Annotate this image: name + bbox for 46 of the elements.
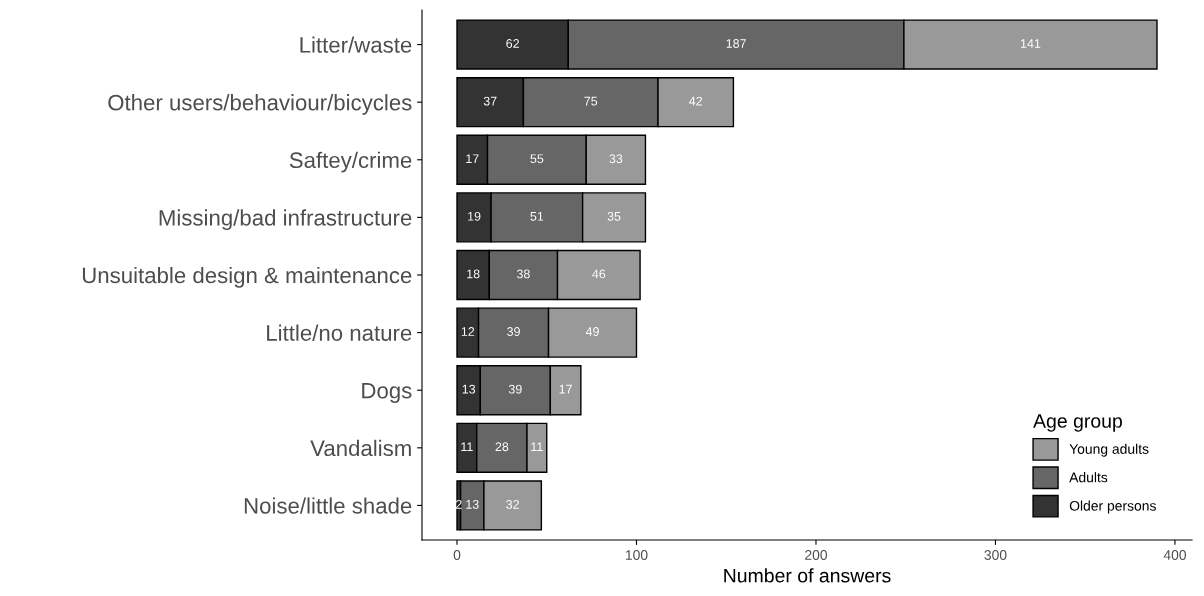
y-tick-label: Vandalism <box>310 439 411 457</box>
data-label: 19 <box>468 211 481 221</box>
data-label: 32 <box>506 499 519 509</box>
y-tick-label: Dogs <box>362 382 412 403</box>
y-tick-label: Missing/bad infrastructure <box>159 209 412 231</box>
x-tick-label: 400 <box>1163 550 1186 560</box>
data-label: 51 <box>530 212 544 221</box>
data-label: 11 <box>531 442 543 452</box>
y-tick-label: Saftey/crime <box>289 151 412 173</box>
data-label: 55 <box>530 154 544 164</box>
data-label: 37 <box>483 96 497 106</box>
legend-label: Adults <box>1069 472 1108 483</box>
x-axis-title: Number of answers <box>724 568 891 583</box>
legend-label: Older persons <box>1069 500 1156 514</box>
data-label: 39 <box>507 327 520 336</box>
legend-title: Age group <box>1033 414 1122 432</box>
data-label: 141 <box>1020 39 1041 48</box>
data-label: 17 <box>466 154 479 164</box>
x-tick-label: 200 <box>805 550 828 560</box>
y-tick-label: Noise/little shade <box>244 497 412 514</box>
data-label: 49 <box>585 327 599 336</box>
data-label: 11 <box>461 442 473 452</box>
y-tick-label: Other users/behaviour/bicycles <box>108 94 412 115</box>
data-label: 39 <box>508 384 522 394</box>
x-tick-label: 300 <box>984 550 1007 560</box>
data-label: 187 <box>726 39 746 48</box>
legend-label: Young adults <box>1069 443 1149 457</box>
data-label: 2 <box>455 499 462 509</box>
y-tick-label: Little/no nature <box>267 324 412 341</box>
data-label: 35 <box>607 211 621 221</box>
data-label: 46 <box>592 269 606 279</box>
x-tick-label: 100 <box>625 550 648 560</box>
data-label: 38 <box>516 269 530 279</box>
data-label: 18 <box>467 269 480 279</box>
x-tick-label: 0 <box>453 550 461 560</box>
data-label: 13 <box>462 384 476 394</box>
data-label: 17 <box>559 384 572 394</box>
data-label: 33 <box>609 154 623 164</box>
data-label: 28 <box>495 442 509 452</box>
data-label: 75 <box>584 96 598 106</box>
data-label: 62 <box>506 39 519 48</box>
y-tick-label: Unsuitable design & maintenance <box>82 266 412 288</box>
y-tick-label: Litter/waste <box>300 36 412 53</box>
data-label: 12 <box>461 327 475 336</box>
data-label: 42 <box>689 96 703 106</box>
data-label: 13 <box>466 499 479 509</box>
